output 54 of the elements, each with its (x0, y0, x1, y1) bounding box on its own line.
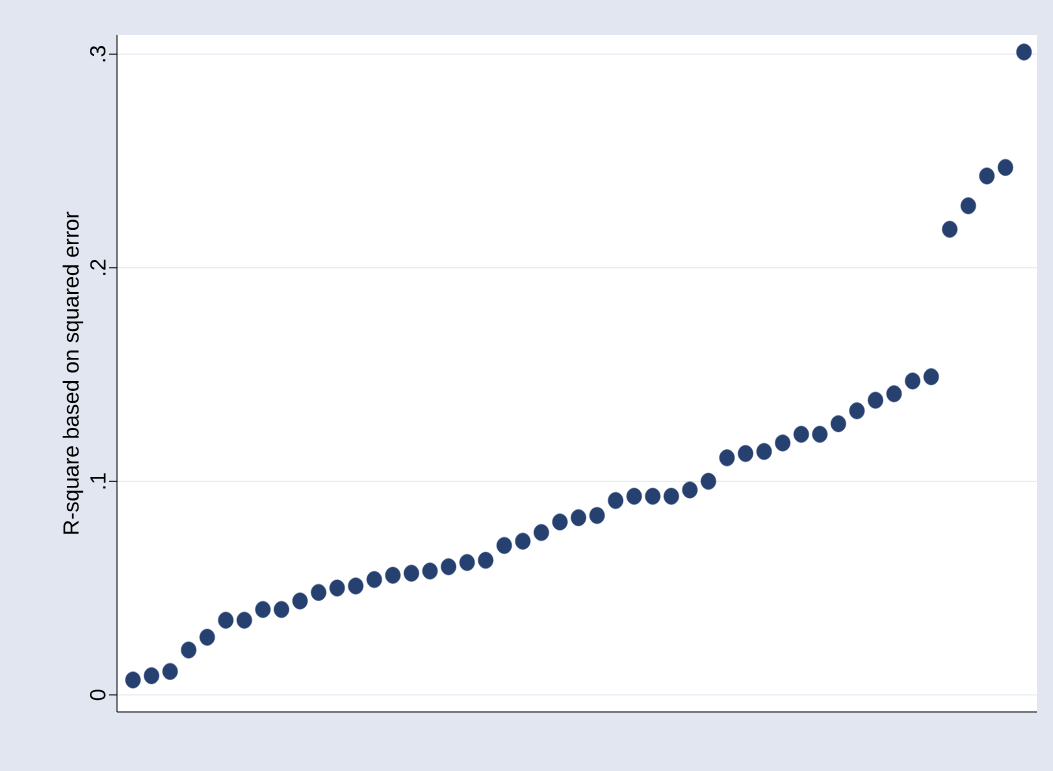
y-tick-label: .1 (90, 473, 106, 489)
point (162, 662, 178, 680)
point (329, 579, 345, 597)
point (886, 385, 902, 403)
point (477, 551, 494, 569)
y-tick-label: .3 (89, 46, 106, 62)
point (663, 487, 680, 505)
point (552, 513, 568, 531)
point (849, 402, 865, 420)
point (700, 472, 717, 490)
point (403, 564, 420, 582)
point (607, 492, 624, 509)
point (1016, 43, 1032, 61)
point (942, 220, 958, 238)
point (830, 415, 847, 433)
point (366, 571, 382, 589)
point (812, 425, 828, 443)
point (199, 628, 215, 646)
point (273, 601, 290, 618)
y-tick-label: 0 (89, 689, 106, 701)
point (180, 641, 197, 659)
point (756, 442, 772, 460)
point (979, 167, 995, 185)
point (626, 487, 642, 505)
point (236, 611, 253, 629)
point (255, 601, 271, 618)
point (793, 425, 809, 443)
point (496, 536, 512, 554)
point (923, 368, 939, 386)
y-tick-label: .2 (90, 259, 106, 275)
point (774, 434, 791, 452)
point (440, 558, 457, 576)
point (348, 577, 364, 595)
point (515, 532, 531, 550)
y-axis-title: R-square based on squared error (62, 211, 84, 534)
point (570, 509, 587, 527)
point (645, 487, 661, 505)
point (904, 372, 921, 390)
point (422, 562, 438, 580)
point (737, 445, 754, 463)
point (292, 592, 308, 610)
point (310, 583, 327, 601)
point (533, 524, 550, 542)
point (143, 667, 160, 685)
point (682, 481, 698, 499)
point (867, 391, 884, 409)
point (385, 566, 401, 584)
point (960, 197, 977, 215)
point (125, 671, 141, 689)
point (719, 449, 735, 467)
point (997, 158, 1014, 176)
point (589, 507, 605, 524)
point (218, 611, 234, 629)
point (459, 554, 475, 571)
